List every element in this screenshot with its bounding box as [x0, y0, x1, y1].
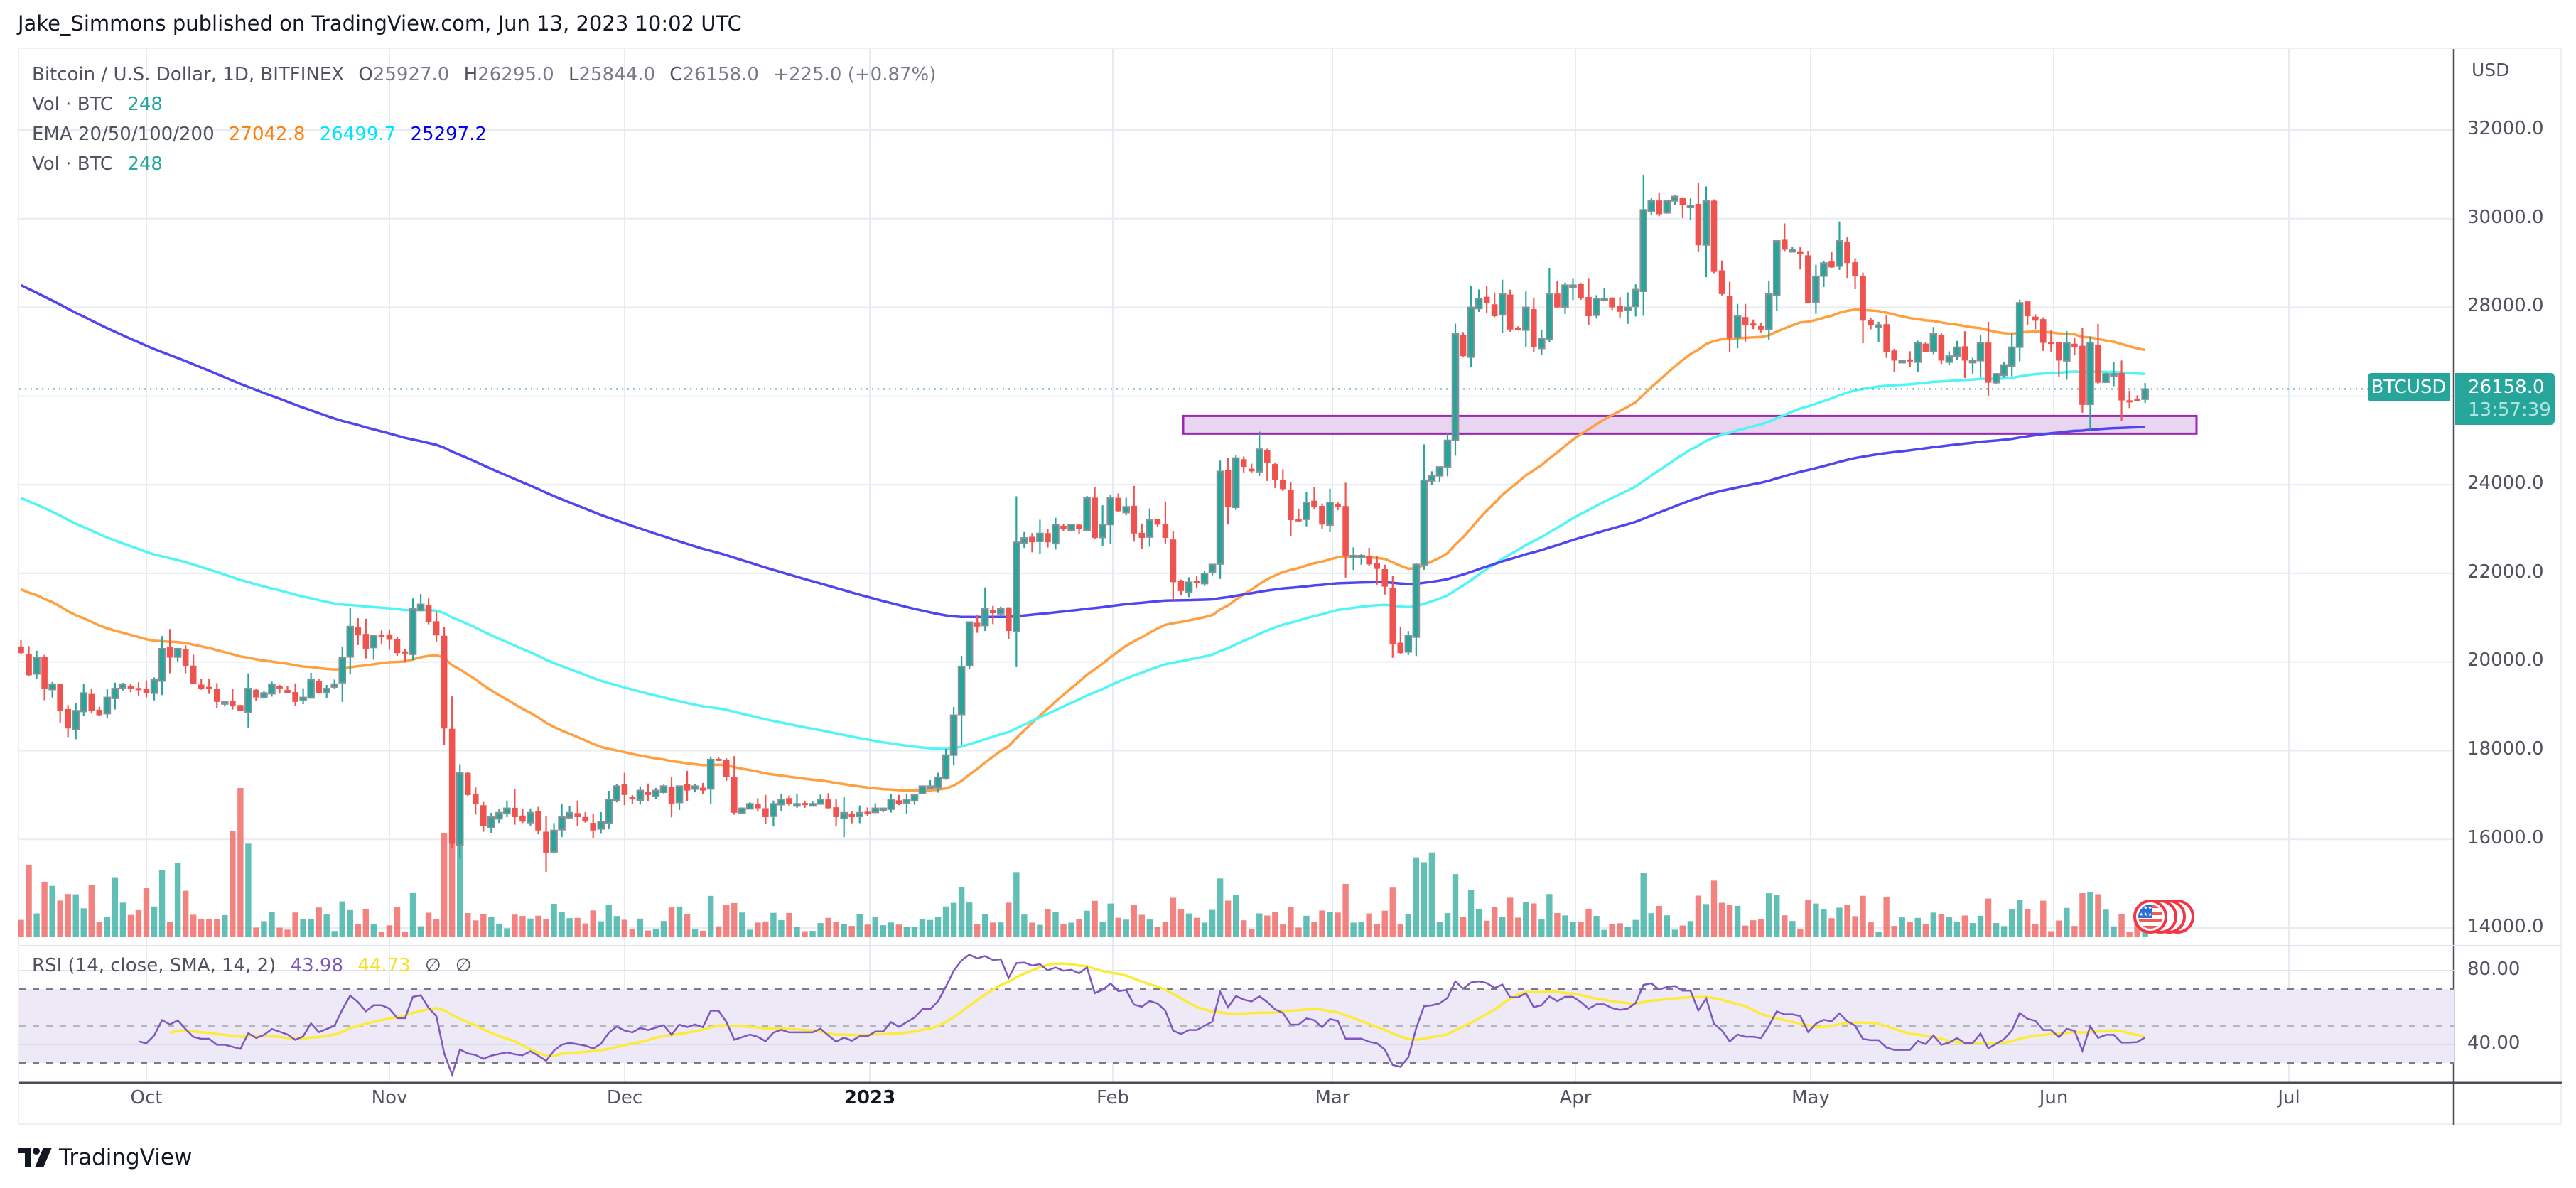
volume-bars	[18, 788, 2148, 937]
price-tick: 30000.0	[2467, 207, 2544, 228]
ema-legend-row[interactable]: EMA 20/50/100/200 27042.8 26499.7 25297.…	[32, 119, 936, 149]
volume-label: Vol · BTC	[32, 94, 114, 115]
na-value-2: ∅	[455, 955, 472, 976]
ohlc-close: C26158.0	[669, 64, 759, 85]
chart-legend: Bitcoin / U.S. Dollar, 1D, BITFINEX O259…	[32, 60, 936, 179]
rsi-legend[interactable]: RSI (14, close, SMA, 14, 2) 43.98 44.73 …	[32, 955, 472, 976]
na-value-1: ∅	[424, 955, 441, 976]
symbol-legend-row[interactable]: Bitcoin / U.S. Dollar, 1D, BITFINEX O259…	[32, 60, 936, 90]
support-zone-rectangle[interactable]	[1182, 414, 2198, 435]
rsi-value: 43.98	[290, 955, 344, 976]
time-tick: Feb	[1096, 1087, 1130, 1108]
rsi-ma-line	[169, 962, 2145, 1057]
ema-100-line	[20, 370, 2145, 750]
price-tick: 22000.0	[2467, 561, 2544, 583]
rsi-tick: 80.00	[2467, 958, 2521, 980]
svg-text:★★★: ★★★	[2139, 912, 2152, 917]
ema50-value: 27042.8	[228, 124, 306, 145]
time-tick: Jul	[2278, 1087, 2300, 1108]
symbol-price-tag: BTCUSD	[2368, 373, 2450, 401]
volume-legend-row-2[interactable]: Vol · BTC 248	[32, 149, 936, 179]
tradingview-wordmark: TradingView	[59, 1145, 193, 1170]
volume-legend-row[interactable]: Vol · BTC 248	[32, 90, 936, 119]
volume-value: 248	[127, 94, 163, 115]
rsi-ma-value: 44.73	[357, 955, 411, 976]
time-tick: May	[1791, 1087, 1830, 1108]
price-tick: 20000.0	[2467, 649, 2544, 671]
time-tick: Mar	[1315, 1087, 1350, 1108]
tradingview-logo[interactable]: TradingView	[18, 1145, 192, 1170]
time-tick: Apr	[1559, 1087, 1592, 1108]
bar-countdown: 13:57:39	[2468, 399, 2551, 421]
time-tick: Dec	[606, 1087, 643, 1108]
price-change: +225.0 (+0.87%)	[773, 64, 937, 85]
ohlc-open: O25927.0	[358, 64, 450, 85]
ema100-value: 26499.7	[319, 124, 397, 145]
us-flag-economic-event-icon[interactable]: ★★★ ★★★	[2130, 898, 2194, 935]
price-tick: 18000.0	[2467, 738, 2544, 760]
rsi-tick: 40.00	[2467, 1032, 2521, 1054]
volume-label-2: Vol · BTC	[32, 153, 114, 175]
time-tick: Nov	[371, 1087, 408, 1108]
rsi-line	[138, 954, 2146, 1078]
svg-text:★★★: ★★★	[2139, 905, 2152, 911]
chart-frame	[18, 48, 2562, 1125]
symbol-title: Bitcoin / U.S. Dollar, 1D, BITFINEX	[32, 64, 345, 85]
volume-value-2: 248	[127, 153, 163, 175]
price-tick: 24000.0	[2467, 472, 2544, 494]
publisher-caption: Jake_Simmons published on TradingView.co…	[18, 11, 742, 36]
price-tick: 14000.0	[2467, 916, 2544, 937]
time-tick-year: 2023	[844, 1087, 896, 1108]
price-tick: 32000.0	[2467, 118, 2544, 139]
candlesticks	[18, 175, 2149, 873]
time-tick: Oct	[130, 1087, 163, 1108]
ohlc-low: L25844.0	[568, 64, 656, 85]
rsi-label: RSI (14, close, SMA, 14, 2)	[32, 955, 276, 976]
last-price-value: 26158.0	[2468, 377, 2545, 398]
price-tick: 28000.0	[2467, 295, 2544, 316]
tradingview-logo-icon	[18, 1148, 52, 1167]
currency-label: USD	[2472, 60, 2510, 80]
ema-50-line	[20, 308, 2145, 792]
last-price-tag: 26158.0 13:57:39	[2455, 373, 2555, 425]
ohlc-high: H26295.0	[463, 64, 554, 85]
price-tick: 16000.0	[2467, 827, 2544, 848]
time-tick: Jun	[2039, 1087, 2069, 1108]
ema-label: EMA 20/50/100/200	[32, 124, 215, 145]
ema-200-line	[20, 284, 2145, 619]
ema200-value: 25297.2	[410, 124, 487, 145]
